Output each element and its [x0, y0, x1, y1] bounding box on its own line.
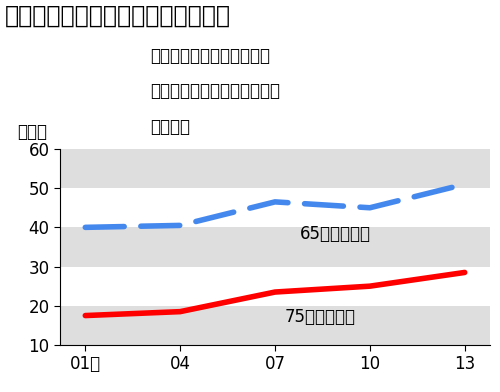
Text: 自宅で介護を受けている人: 自宅で介護を受けている人 — [150, 47, 270, 65]
Bar — [60, 306, 490, 345]
Bar — [60, 149, 490, 188]
Text: と、同居して介護している家: と、同居して介護している家 — [150, 82, 280, 100]
Text: 65歳以上同士: 65歳以上同士 — [300, 225, 372, 243]
Text: 「老老介護」の割合は高まっている: 「老老介護」の割合は高まっている — [5, 4, 231, 28]
Text: （％）: （％） — [17, 123, 47, 141]
Text: 族の場合: 族の場合 — [150, 118, 190, 136]
Text: 75歳以上同士: 75歳以上同士 — [284, 308, 356, 326]
Bar — [60, 227, 490, 267]
